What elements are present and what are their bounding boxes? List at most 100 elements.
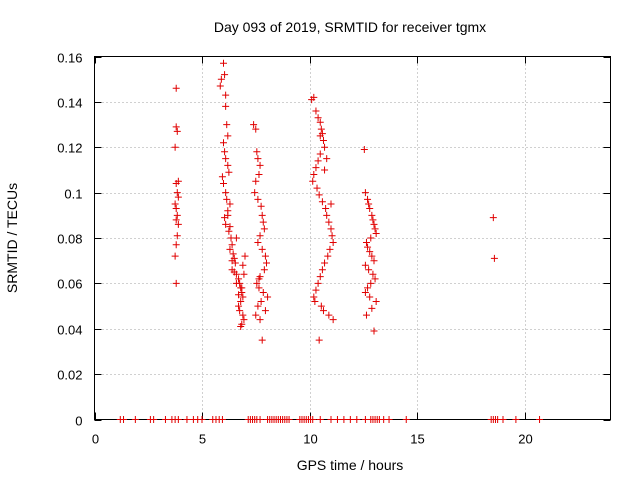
data-point bbox=[366, 293, 374, 301]
data-point bbox=[241, 252, 249, 260]
data-point bbox=[174, 193, 182, 201]
data-point bbox=[258, 336, 266, 344]
data-point bbox=[367, 234, 375, 242]
data-point bbox=[226, 200, 234, 208]
data-point bbox=[361, 189, 369, 197]
data-point bbox=[259, 218, 267, 226]
data-point bbox=[311, 298, 319, 306]
data-point bbox=[254, 195, 262, 203]
data-point bbox=[237, 298, 245, 306]
data-point bbox=[171, 252, 179, 260]
data-point bbox=[172, 241, 180, 249]
data-point bbox=[369, 270, 377, 278]
data-point bbox=[172, 180, 180, 188]
data-point bbox=[402, 416, 410, 423]
data-point bbox=[317, 302, 325, 310]
x-tick-label: 15 bbox=[410, 432, 424, 447]
data-point bbox=[316, 132, 324, 140]
y-tick-label: 0.12 bbox=[57, 141, 82, 156]
y-axis-title: SRMTID / TECUs bbox=[4, 183, 20, 293]
data-point bbox=[183, 416, 191, 423]
data-point bbox=[255, 170, 263, 178]
data-point bbox=[362, 239, 370, 247]
data-point bbox=[316, 416, 324, 423]
data-point bbox=[328, 232, 336, 240]
data-point bbox=[259, 288, 267, 296]
data-point bbox=[371, 225, 379, 233]
data-point bbox=[329, 316, 337, 324]
data-point bbox=[333, 416, 341, 423]
data-point bbox=[254, 155, 262, 163]
data-point bbox=[225, 168, 233, 176]
data-point bbox=[172, 205, 180, 213]
data-point bbox=[309, 416, 317, 423]
data-point bbox=[225, 227, 233, 235]
data-point bbox=[255, 284, 263, 292]
data-point bbox=[324, 252, 332, 260]
data-point bbox=[223, 121, 231, 129]
data-point bbox=[364, 284, 372, 292]
data-point bbox=[250, 121, 258, 129]
data-point bbox=[314, 114, 322, 122]
data-point bbox=[229, 250, 237, 258]
data-point bbox=[224, 161, 232, 169]
y-tick-label: 0.1 bbox=[64, 187, 82, 202]
data-point bbox=[235, 302, 243, 310]
data-point bbox=[310, 93, 318, 101]
data-point bbox=[228, 257, 236, 265]
data-point bbox=[252, 125, 260, 133]
data-point bbox=[173, 189, 181, 197]
x-tick-label: 10 bbox=[303, 432, 317, 447]
data-point bbox=[228, 241, 236, 249]
data-point bbox=[361, 261, 369, 269]
data-point bbox=[321, 143, 329, 151]
data-point bbox=[221, 148, 229, 156]
data-point bbox=[260, 225, 268, 233]
data-point bbox=[236, 307, 244, 315]
data-point bbox=[325, 218, 333, 226]
data-point bbox=[198, 416, 206, 423]
data-point bbox=[323, 155, 331, 163]
data-point bbox=[173, 211, 181, 219]
data-point bbox=[222, 91, 230, 99]
data-point bbox=[230, 268, 238, 276]
data-point bbox=[346, 416, 354, 423]
data-point bbox=[385, 416, 393, 423]
data-point bbox=[367, 279, 375, 287]
data-point bbox=[253, 148, 261, 156]
data-point bbox=[365, 266, 373, 274]
data-point bbox=[353, 416, 361, 423]
y-tick-label: 0.04 bbox=[57, 323, 82, 338]
data-point bbox=[361, 288, 369, 296]
data-point bbox=[329, 239, 337, 247]
data-point bbox=[252, 177, 260, 185]
data-point bbox=[235, 291, 243, 299]
data-point bbox=[315, 191, 323, 199]
data-point bbox=[366, 248, 374, 256]
data-point bbox=[258, 245, 266, 253]
data-point bbox=[312, 164, 320, 172]
data-point bbox=[325, 311, 333, 319]
data-point bbox=[240, 316, 248, 324]
data-point bbox=[232, 279, 240, 287]
y-tick-label: 0.06 bbox=[57, 277, 82, 292]
data-point bbox=[224, 211, 232, 219]
data-point bbox=[327, 416, 335, 423]
data-point bbox=[312, 286, 320, 294]
data-point bbox=[222, 155, 230, 163]
data-point bbox=[365, 200, 373, 208]
y-tick-label: 0 bbox=[75, 414, 82, 429]
data-point bbox=[171, 200, 179, 208]
data-point bbox=[256, 232, 264, 240]
data-point bbox=[490, 254, 498, 262]
data-point bbox=[131, 416, 139, 423]
data-point bbox=[370, 220, 378, 228]
data-point bbox=[312, 107, 320, 115]
data-point bbox=[239, 293, 247, 301]
data-point bbox=[220, 139, 227, 147]
data-point bbox=[310, 170, 318, 178]
data-point bbox=[264, 293, 272, 301]
data-point bbox=[255, 275, 263, 283]
data-point bbox=[261, 252, 269, 260]
